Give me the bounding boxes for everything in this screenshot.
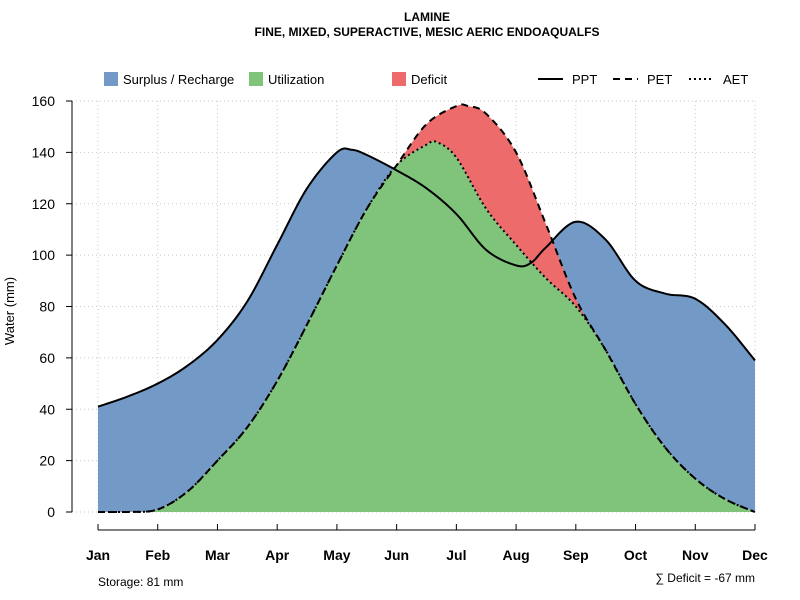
x-tick-label: Jun xyxy=(384,547,409,563)
legend-item-surplus-recharge: Surplus / Recharge xyxy=(104,72,234,87)
x-tick-label: May xyxy=(323,547,350,563)
x-tick-label: Oct xyxy=(624,547,648,563)
legend-item-utilization: Utilization xyxy=(249,72,324,87)
legend-item-pet: PET xyxy=(613,72,672,87)
area-layer xyxy=(98,104,755,513)
y-tick-label: 20 xyxy=(39,453,55,469)
legend-label: PPT xyxy=(572,72,597,87)
legend-item-deficit: Deficit xyxy=(392,72,448,87)
legend: Surplus / Recharge Utilization Deficit PPT P… xyxy=(104,72,748,87)
x-tick-label: Jan xyxy=(86,547,110,563)
series-line-ppt xyxy=(97,147,756,408)
axis-layer: 0 20 40 60 80 100 120 140 160 Jan Feb Mar Apr May Jun J… xyxy=(32,93,768,563)
series-line-aet xyxy=(98,139,756,513)
legend-swatch xyxy=(104,72,118,86)
y-tick-label: 80 xyxy=(39,299,55,315)
legend-swatch xyxy=(249,72,263,86)
line-layer xyxy=(97,103,756,513)
x-tick-label: Sep xyxy=(563,547,589,563)
y-tick-label: 140 xyxy=(32,144,56,160)
surplus-area xyxy=(98,140,755,513)
x-tick-label: Apr xyxy=(265,547,290,563)
x-tick-label: Nov xyxy=(682,547,709,563)
y-tick-label: 60 xyxy=(39,350,55,366)
y-tick-label: 100 xyxy=(32,247,56,263)
x-tick-label: Feb xyxy=(145,547,170,563)
x-tick-label: Mar xyxy=(205,547,230,563)
y-tick-label: 120 xyxy=(32,196,56,212)
chart-subtitle: FINE, MIXED, SUPERACTIVE, MESIC AERIC EN… xyxy=(255,25,600,39)
utilization-area xyxy=(98,140,755,512)
legend-item-aet: AET xyxy=(689,72,748,87)
y-tick-label: 0 xyxy=(47,504,55,520)
legend-label: Surplus / Recharge xyxy=(123,72,234,87)
x-tick-label: Dec xyxy=(742,547,768,563)
legend-item-ppt: PPT xyxy=(538,72,597,87)
storage-label: Storage: 81 mm xyxy=(98,575,183,589)
y-tick-label: 40 xyxy=(39,401,55,417)
y-axis-title: Water (mm) xyxy=(2,277,17,345)
x-tick-label: Jul xyxy=(446,547,466,563)
legend-label: PET xyxy=(647,72,672,87)
legend-label: AET xyxy=(723,72,748,87)
y-tick-label: 160 xyxy=(32,93,56,109)
legend-swatch xyxy=(392,72,406,86)
series-line-pet xyxy=(98,103,756,513)
chart-title: LAMINE xyxy=(404,10,450,24)
x-tick-label: Aug xyxy=(502,547,529,563)
deficit-label: ∑ Deficit = -67 mm xyxy=(655,571,755,585)
legend-label: Deficit xyxy=(411,72,448,87)
legend-label: Utilization xyxy=(268,72,324,87)
